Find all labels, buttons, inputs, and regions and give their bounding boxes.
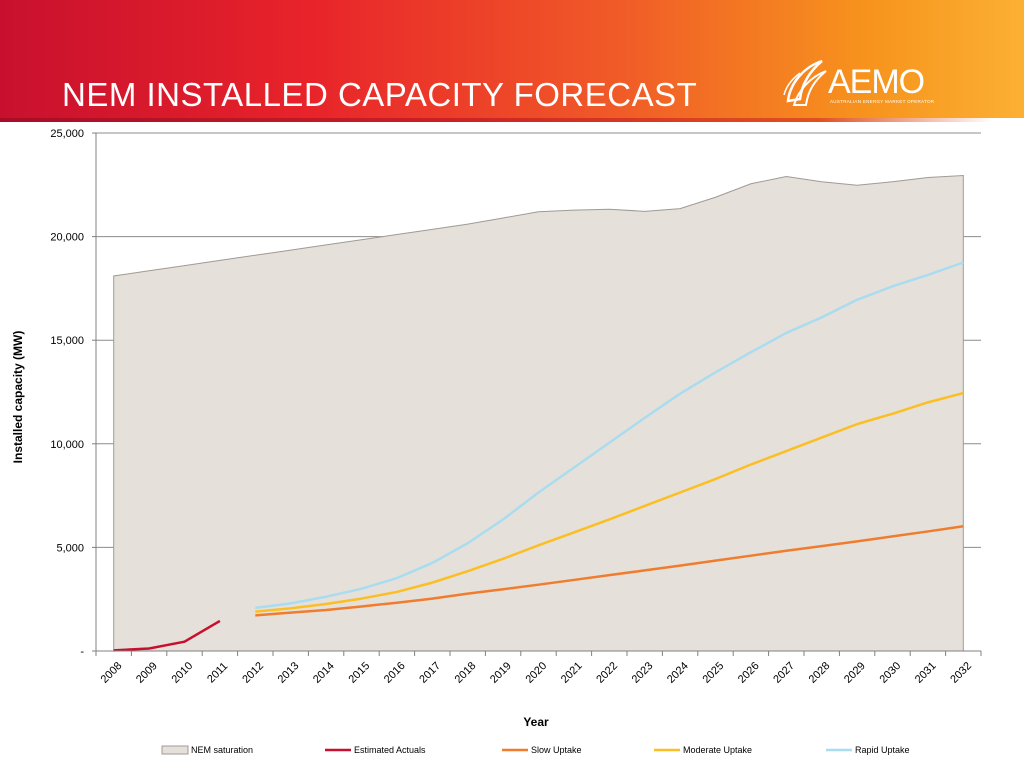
y-tick-labels: - 5,000 10,000 15,000 20,000 25,000 [50,128,96,658]
x-axis-title: Year [523,715,549,729]
legend-item-moderate-uptake: Moderate Uptake [654,745,752,755]
legend-item-slow-uptake: Slow Uptake [502,745,582,755]
x-tick-label: 2020 [523,660,549,686]
x-tick-label: 2021 [559,660,585,686]
logo-wordmark: AEMO [828,63,925,101]
x-tick-label: 2025 [700,660,726,686]
x-tick-label: 2031 [913,660,939,686]
header-divider [0,118,1024,122]
x-tick-labels: 2008 2009 2010 2011 2012 2013 2014 2015 2016 2017… [95,651,982,686]
x-tick-label: 2027 [771,660,797,686]
series-moderate-uptake-line [255,391,964,613]
legend-label: Slow Uptake [531,745,582,755]
y-tick-label: 25,000 [50,128,84,140]
legend-item-estimated-actuals: Estimated Actuals [325,745,426,755]
series-estimated-actuals-line [113,619,221,652]
aemo-logo: AEMO AUSTRALIAN ENERGY MARKET OPERATOR [782,55,952,115]
x-tick-label: 2019 [488,660,514,686]
y-axis-title: Installed capacity (MW) [11,331,25,464]
legend-item-nem-saturation: NEM saturation [161,745,253,755]
series-rapid-uptake-line [255,261,964,610]
y-tick-label: 5,000 [56,542,84,554]
legend-swatch [161,745,189,755]
legend-label: Estimated Actuals [354,745,426,755]
x-tick-label: 2016 [382,660,408,686]
x-tick-label: 2015 [346,660,372,686]
x-tick-label: 2014 [311,660,337,686]
slide-header [0,0,1024,120]
x-tick-label: 2028 [807,660,833,686]
x-tick-label: 2010 [169,660,195,686]
x-tick-label: 2009 [134,660,160,686]
series-slow-uptake-line [255,525,964,617]
legend-label: NEM saturation [191,745,253,755]
y-tick-label: 15,000 [50,335,84,347]
x-tick-label: 2017 [417,660,443,686]
aemo-swirl-icon [783,59,827,106]
x-tick-label: 2008 [99,660,125,686]
legend-label: Rapid Uptake [855,745,910,755]
legend-label: Moderate Uptake [683,745,752,755]
y-tick-label: 20,000 [50,232,84,244]
chart-legend: NEM saturation Estimated Actuals Slow Upta… [161,745,910,755]
x-tick-label: 2030 [877,660,903,686]
y-tick-label: - [80,646,84,658]
plot-series [113,174,964,652]
series-nem-saturation-area [113,174,964,652]
legend-item-rapid-uptake: Rapid Uptake [826,745,910,755]
x-tick-label: 2023 [630,660,656,686]
logo-subtitle: AUSTRALIAN ENERGY MARKET OPERATOR [830,99,935,104]
x-tick-label: 2029 [842,660,868,686]
x-tick-label: 2012 [240,660,266,686]
y-tick-label: 10,000 [50,439,84,451]
x-tick-label: 2018 [453,660,479,686]
x-tick-label: 2022 [594,660,620,686]
x-tick-label: 2024 [665,660,691,686]
x-tick-label: 2011 [205,660,230,685]
slide-title: NEM INSTALLED CAPACITY FORECAST [62,76,698,113]
x-tick-label: 2013 [276,660,302,686]
x-tick-label: 2026 [736,660,762,686]
x-tick-label: 2032 [948,660,974,686]
